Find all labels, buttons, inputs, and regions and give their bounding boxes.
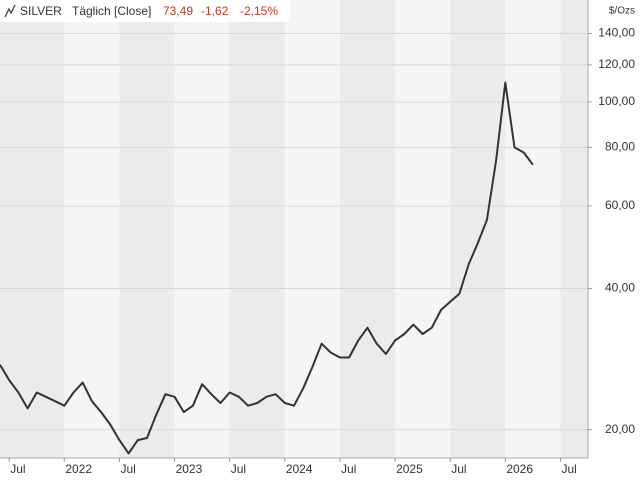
chart-icon [4, 4, 16, 18]
time-band [560, 0, 588, 458]
x-tick-label: 2024 [286, 462, 313, 476]
x-tick-label: Jul [451, 462, 466, 476]
time-band [450, 0, 506, 458]
y-tick-label: 120,00 [598, 57, 635, 71]
x-tick-label: Jul [231, 462, 246, 476]
price-line [0, 81, 534, 455]
y-tick-label: 140,00 [598, 26, 635, 40]
y-tick-label: 40,00 [605, 281, 635, 295]
header-bg [0, 0, 290, 22]
price-change: -1,62 [201, 4, 229, 18]
y-unit: $/Ozs [609, 6, 635, 17]
time-band [0, 0, 65, 458]
x-tick-label: 2022 [65, 462, 92, 476]
x-tick-label: 2026 [506, 462, 533, 476]
x-tick-label: Jul [341, 462, 356, 476]
x-tick-label: 2023 [176, 462, 203, 476]
chart-title: SILVER [20, 4, 62, 18]
y-tick-label: 80,00 [605, 140, 635, 154]
y-tick-label: 20,00 [605, 422, 635, 436]
y-tick-label: 100,00 [598, 94, 635, 108]
time-band [339, 0, 396, 458]
x-tick-label: Jul [120, 462, 135, 476]
x-tick-label: Jul [10, 462, 25, 476]
last-price: 73,49 [163, 4, 193, 18]
x-tick-label: Jul [561, 462, 576, 476]
price-change-pct: -2,15% [240, 4, 278, 18]
y-tick-label: 60,00 [605, 198, 635, 212]
x-tick-label: 2025 [396, 462, 423, 476]
time-band [119, 0, 175, 458]
time-band [229, 0, 285, 458]
chart-subtitle: Täglich [Close] [72, 4, 151, 18]
